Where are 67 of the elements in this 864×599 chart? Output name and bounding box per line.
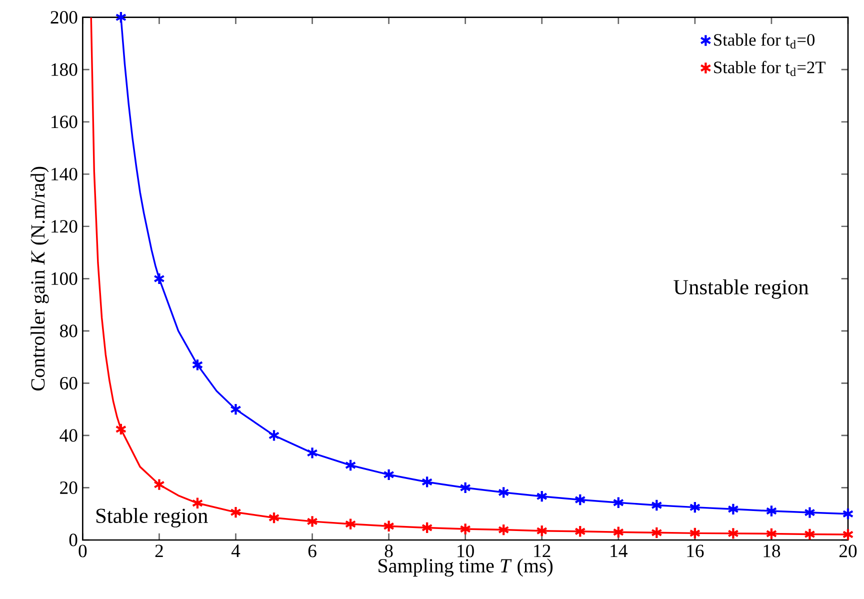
- point: [192, 358, 204, 372]
- point: [498, 523, 510, 536]
- point: [421, 521, 433, 534]
- x-tick-label: 16: [687, 544, 704, 558]
- y-tick-label: 80: [60, 324, 78, 338]
- x-tick-label: 20: [839, 544, 857, 558]
- x-tick-label: 14: [610, 544, 628, 558]
- point: [154, 272, 165, 286]
- point: [612, 496, 624, 510]
- point: [115, 422, 127, 436]
- y-tick-label: 180: [52, 63, 78, 76]
- point: [842, 528, 854, 541]
- y-tick-label: 120: [52, 220, 78, 233]
- legend-label: Stable for t$_{d}$=0: [714, 33, 815, 49]
- point: [842, 507, 854, 520]
- point: [230, 402, 242, 416]
- x-tick-label: 8: [384, 544, 393, 558]
- point: [460, 481, 472, 494]
- y-tick-label: 20: [60, 481, 78, 494]
- point: [344, 518, 356, 530]
- y-tick-label: 40: [60, 429, 78, 442]
- y-tick-label: 140: [52, 168, 78, 180]
- x-axis-title: Sampling time T (ms): [378, 558, 553, 577]
- y-tick-label: 200: [50, 11, 78, 24]
- point: [115, 10, 127, 24]
- point: [421, 476, 433, 488]
- point: [383, 468, 394, 482]
- y-tick-label: 0: [69, 534, 78, 546]
- point: [804, 506, 816, 519]
- x-tick-label: 10: [458, 544, 474, 558]
- annotation: Unstable region: [674, 279, 809, 299]
- annotation: Stable region: [96, 508, 208, 528]
- x-tick-label: 6: [308, 544, 316, 558]
- point: [154, 478, 165, 491]
- x-tick-label: 0: [78, 544, 87, 558]
- y-tick-label: 100: [52, 272, 78, 285]
- point: [230, 506, 242, 519]
- y-tick-label: 160: [52, 116, 78, 128]
- point: [306, 515, 318, 528]
- x-tick-label: 4: [231, 544, 240, 557]
- point: [650, 526, 662, 540]
- point: [612, 526, 624, 539]
- point: [536, 490, 548, 503]
- point: [689, 526, 701, 540]
- point: [804, 528, 816, 541]
- point: [306, 446, 318, 460]
- legend-label: Stable for t$_{d}$=2T: [714, 60, 826, 76]
- point: [268, 511, 280, 524]
- point: [766, 504, 778, 518]
- x-tick-label: 2: [155, 544, 163, 558]
- point: [268, 429, 280, 442]
- point: [383, 520, 394, 533]
- x-tick-label: 18: [764, 544, 780, 558]
- y-axis-title: Controller gain K (N.m/rad): [30, 166, 49, 390]
- point: [689, 500, 701, 514]
- point: [498, 486, 510, 499]
- point: [574, 524, 586, 538]
- point: [650, 498, 662, 512]
- point: [460, 522, 472, 536]
- y-tick-label: 60: [60, 376, 78, 390]
- x-tick-label: 12: [534, 544, 550, 558]
- point: [344, 458, 356, 472]
- point: [728, 502, 739, 516]
- point: [728, 527, 739, 540]
- point: [766, 527, 778, 540]
- point: [574, 493, 586, 506]
- point: [536, 524, 548, 538]
